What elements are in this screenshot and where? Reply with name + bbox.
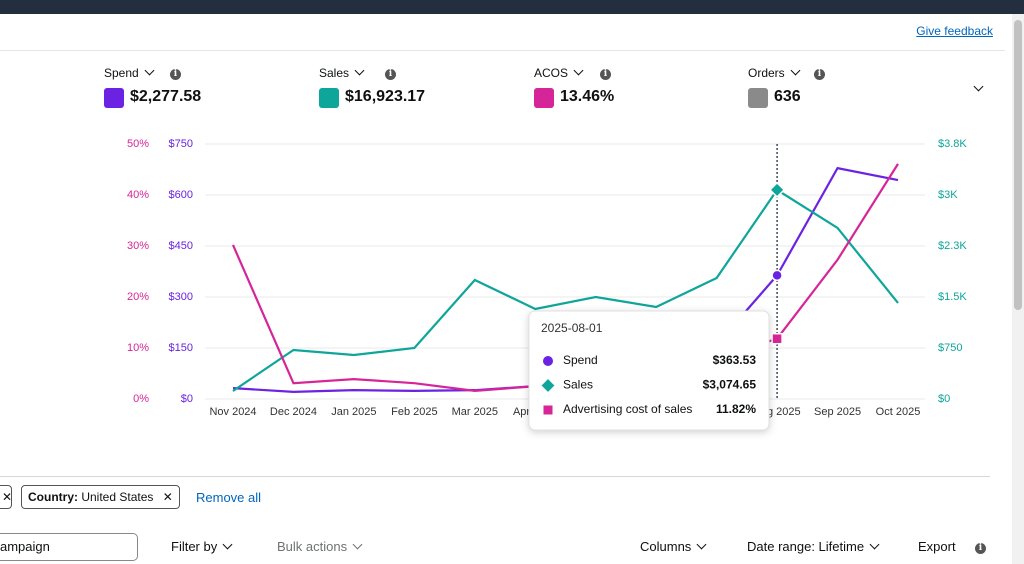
metric-name[interactable]: Sales (319, 65, 365, 80)
top-bar (0, 0, 1024, 14)
filter-chip[interactable]: Country: United States ✕ (21, 485, 180, 509)
metric-swatch (104, 88, 124, 108)
chip-key: Country: (28, 490, 78, 504)
tooltip-series-name: Sales (563, 378, 593, 392)
info-icon[interactable]: i (385, 69, 396, 80)
series-line (232, 188, 899, 392)
chip-value: United States (81, 490, 154, 504)
metric-value: $16,923.17 (345, 88, 426, 105)
tooltip-swatch (543, 356, 553, 366)
tick-label: 0% (133, 393, 149, 405)
metric-name[interactable]: Spend (104, 65, 155, 80)
tooltip-box (528, 310, 770, 431)
tooltip-series-name: Advertising cost of sales (563, 402, 692, 416)
x-tick-label: Sep 2025 (814, 406, 861, 418)
metric-swatch (534, 88, 554, 108)
tick-label: 30% (127, 240, 149, 252)
point-marker (768, 181, 786, 199)
info-icon[interactable]: i (975, 543, 986, 554)
columns[interactable]: Columns (640, 539, 707, 554)
point-marker (771, 269, 783, 282)
metric-swatch (319, 88, 339, 108)
chart: $0 $150 $300 $450 $600 $750 $0 $750 $1.5K $2.3K $3… (127, 138, 967, 431)
tick-label: $3K (938, 189, 958, 201)
tick-label: 20% (127, 291, 149, 303)
date-range-label: Date range: Lifetime (747, 539, 865, 554)
columns-label: Columns (640, 539, 692, 554)
filter-chip-partial[interactable] (0, 485, 12, 509)
filter-by[interactable]: Filter by (171, 539, 233, 554)
metric-value: 13.46% (560, 88, 615, 105)
divider (0, 50, 1005, 51)
point-marker (771, 332, 783, 345)
metric-value: $2,277.58 (130, 88, 202, 105)
x-tick-label: Feb 2025 (391, 406, 437, 418)
feedback-link[interactable]: Give feedback (916, 24, 993, 38)
scroll-thumb[interactable] (1014, 20, 1022, 310)
tick-label: $450 (169, 240, 193, 252)
tick-label: $1.5K (938, 291, 967, 303)
info-icon[interactable]: i (170, 69, 181, 80)
tooltip-swatch (543, 405, 553, 415)
tick-label: $750 (169, 138, 193, 150)
search-text: ampaign (0, 539, 50, 554)
metric-value: 636 (774, 88, 801, 105)
tooltip-value: 11.82% (716, 402, 756, 416)
tick-label: $0 (938, 393, 950, 405)
tooltip-series-name: Spend (563, 353, 598, 367)
export[interactable]: Export (918, 539, 956, 554)
bulk-actions[interactable]: Bulk actions (277, 539, 363, 554)
tick-label: $0 (181, 393, 193, 405)
tooltip-value: $363.53 (713, 353, 757, 367)
info-icon[interactable]: i (814, 69, 825, 80)
tick-label: $150 (169, 342, 193, 354)
tick-label: 10% (127, 342, 149, 354)
remove-all[interactable]: Remove all (196, 490, 262, 505)
tick-label: $300 (169, 291, 193, 303)
x-tick-label: Dec 2024 (270, 406, 317, 418)
chip-close[interactable]: ✕ (2, 490, 13, 504)
tooltip-title: 2025-08-01 (541, 321, 603, 335)
tick-label: 40% (127, 189, 149, 201)
date-range[interactable]: Date range: Lifetime (747, 539, 880, 554)
tooltip-value: $3,074.65 (703, 378, 757, 392)
x-tick-label: Oct 2025 (876, 406, 921, 418)
x-tick-label: Jan 2025 (331, 406, 376, 418)
search-box[interactable] (0, 533, 138, 561)
tooltip: 2025-08-01 Spend $363.53 Sales $3,074.65 Adve… (528, 310, 770, 431)
metric-name[interactable]: Orders (748, 65, 801, 80)
tick-label: $3.8K (938, 138, 967, 150)
filter-by-label: Filter by (171, 539, 218, 554)
tick-label: $750 (938, 342, 962, 354)
divider (0, 476, 990, 477)
tick-label: $2.3K (938, 240, 967, 252)
bulk-actions-label: Bulk actions (277, 539, 348, 554)
tick-label: 50% (127, 138, 149, 150)
chip-close[interactable]: ✕ (162, 490, 173, 504)
metric-name[interactable]: ACOS (534, 65, 584, 80)
x-tick-label: Mar 2025 (452, 406, 498, 418)
metric-swatch (748, 88, 768, 108)
info-icon[interactable]: i (600, 69, 611, 80)
tick-label: $600 (169, 189, 193, 201)
x-tick-label: Nov 2024 (209, 406, 256, 418)
